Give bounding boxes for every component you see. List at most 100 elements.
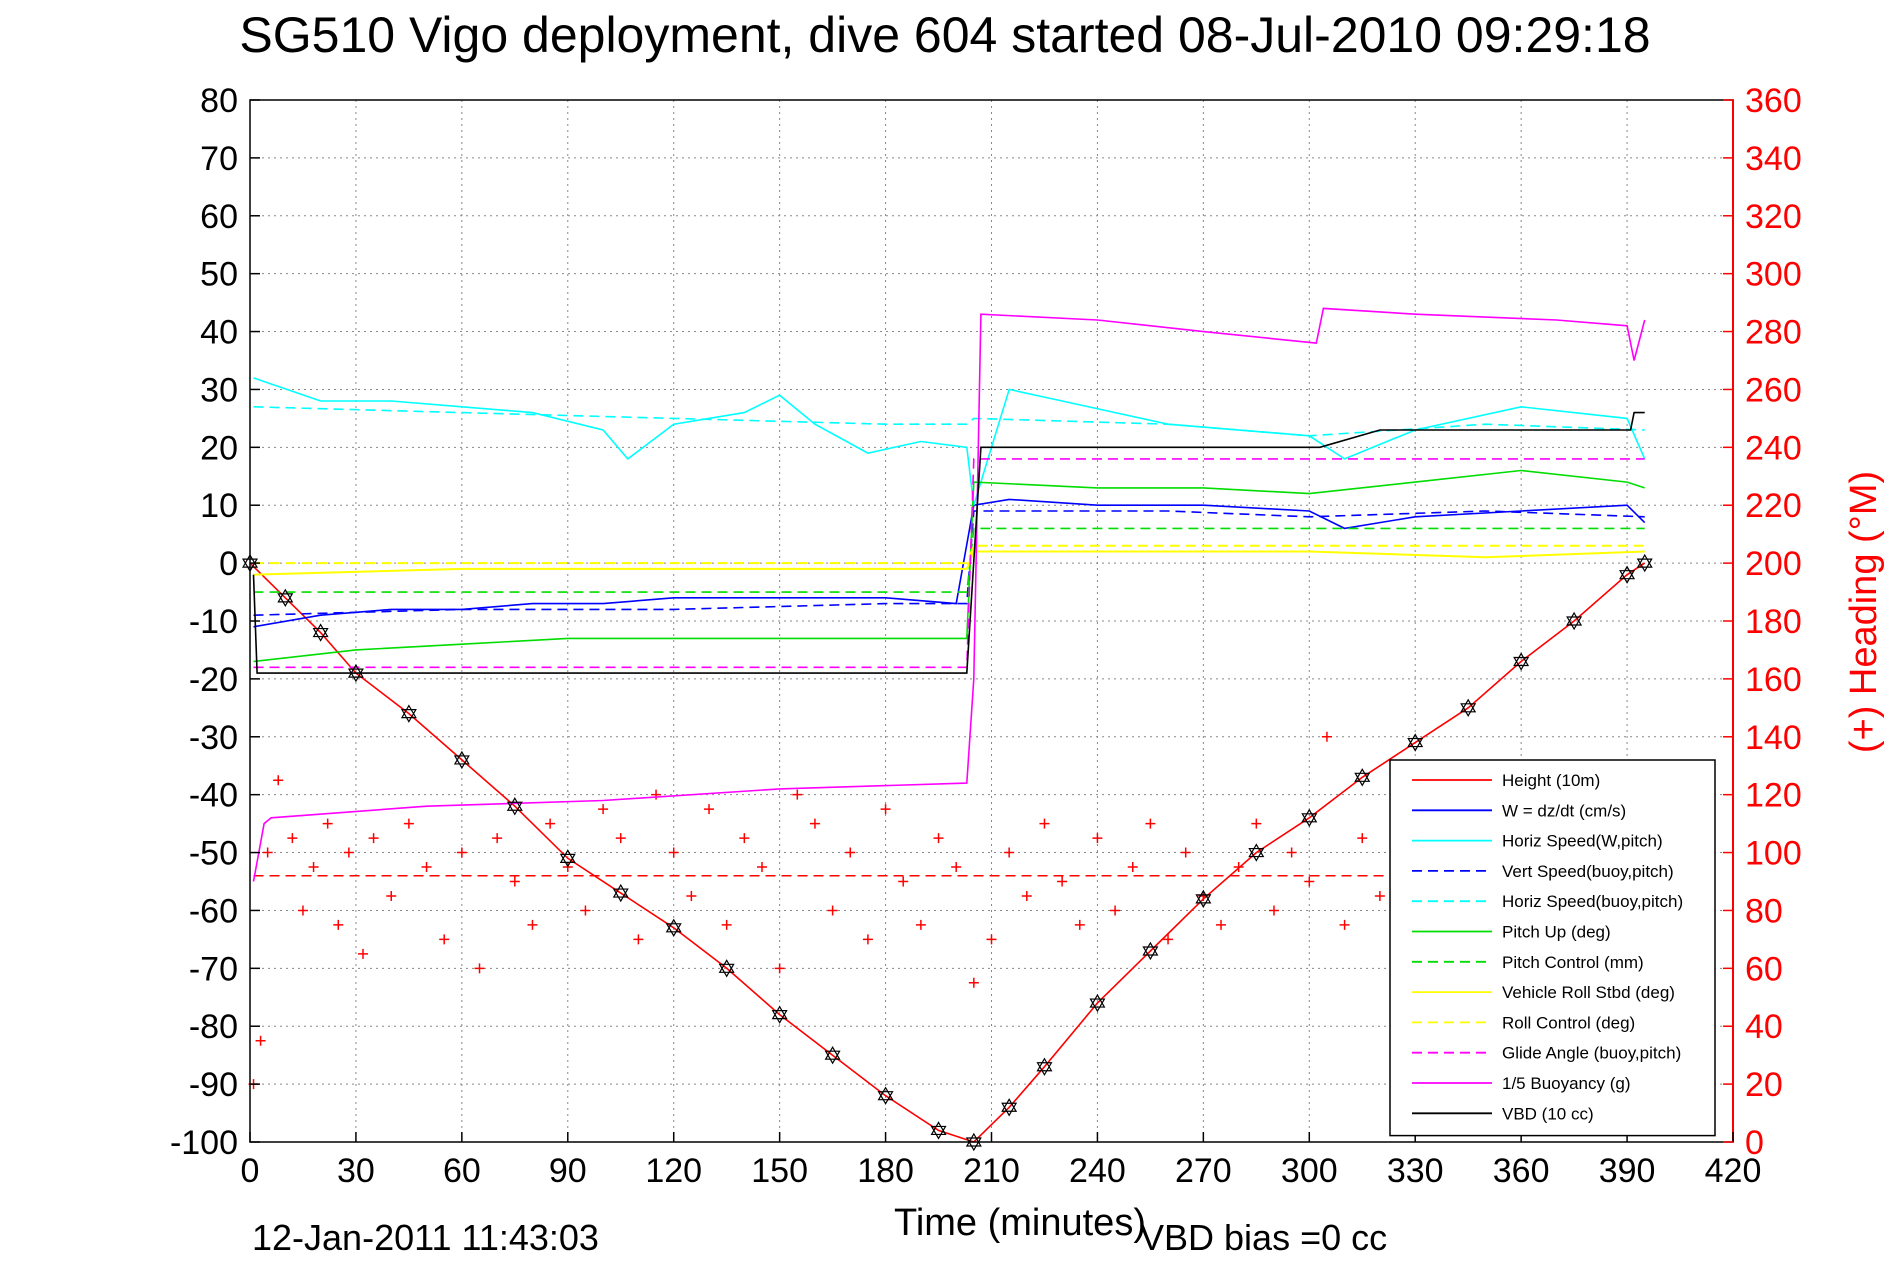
heading-point — [1145, 818, 1156, 829]
y-right-tick-label: 300 — [1745, 256, 1802, 294]
heading-point — [792, 789, 803, 800]
legend-item-label: Glide Angle (buoy,pitch) — [1502, 1044, 1681, 1063]
legend-item-label: Height (10m) — [1502, 771, 1600, 790]
height-marker — [1407, 733, 1424, 752]
x-tick-label: 210 — [963, 1152, 1020, 1190]
heading-point — [898, 876, 909, 887]
heading-point — [333, 919, 344, 930]
height-marker — [1036, 1057, 1053, 1076]
heading-point — [1374, 890, 1385, 901]
heading-point — [1057, 876, 1068, 887]
height-marker — [1195, 889, 1212, 909]
y-tick-label: -80 — [189, 1008, 238, 1046]
height-marker — [1354, 768, 1371, 787]
heading-point — [456, 847, 467, 858]
height-marker — [930, 1121, 947, 1140]
y-tick-label: 50 — [200, 256, 238, 294]
heading-point — [968, 977, 979, 988]
vbd-bias-text: VBD bias =0 cc — [1140, 1217, 1387, 1258]
y-tick-label: 20 — [200, 429, 238, 467]
heading-point — [403, 818, 414, 829]
y-right-tick-label: 280 — [1745, 314, 1802, 352]
legend-item-label: Vehicle Roll Stbd (deg) — [1502, 983, 1675, 1002]
heading-point — [668, 847, 679, 858]
height-marker — [965, 1132, 982, 1152]
series-line — [253, 377, 1646, 506]
heading-point — [1127, 862, 1138, 873]
x-tick-label: 390 — [1599, 1152, 1656, 1190]
height-marker — [877, 1086, 894, 1105]
height-marker — [453, 750, 470, 770]
y-tick-label: -10 — [189, 603, 238, 641]
legend-item-label: Pitch Control (mm) — [1502, 953, 1644, 972]
heading-point — [421, 862, 432, 873]
x-tick-label: 120 — [645, 1152, 702, 1190]
heading-point — [651, 789, 662, 800]
heading-point — [1092, 833, 1103, 844]
heading-point — [1339, 919, 1350, 930]
height-marker — [1619, 565, 1636, 584]
heading-point — [1163, 934, 1174, 945]
height-marker — [506, 797, 523, 816]
heading-point — [721, 919, 732, 930]
y-right-tick-label: 100 — [1745, 835, 1802, 873]
height-marker — [1001, 1098, 1018, 1117]
y-right-tick-label: 120 — [1745, 777, 1802, 815]
heading-point — [704, 804, 715, 815]
series-line — [253, 544, 1645, 565]
height-marker — [1513, 652, 1530, 671]
x-tick-label: 420 — [1705, 1152, 1762, 1190]
heading-point — [343, 847, 354, 858]
y-tick-label: 0 — [219, 545, 238, 583]
height-marker — [824, 1045, 841, 1065]
heading-point — [474, 963, 485, 974]
heading-point — [1357, 833, 1368, 844]
height-marker — [1301, 808, 1318, 828]
heading-point — [774, 963, 785, 974]
y-tick-label: 60 — [200, 198, 238, 236]
series-line — [252, 307, 1646, 882]
x-tick-label: 270 — [1175, 1152, 1232, 1190]
legend-item-label: Horiz Speed(buoy,pitch) — [1502, 892, 1683, 911]
heading-point — [1004, 847, 1015, 858]
heading-point — [580, 905, 591, 916]
x-tick-label: 60 — [443, 1152, 481, 1190]
y-right-tick-label: 80 — [1745, 892, 1783, 930]
heading-point — [1304, 876, 1315, 887]
y-right-tick-label: 160 — [1745, 661, 1802, 699]
x-tick-label: 360 — [1493, 1152, 1550, 1190]
y-tick-label: -100 — [170, 1124, 238, 1162]
right-axis-label: (+) Heading (°M) — [1843, 471, 1885, 753]
x-tick-label: 150 — [751, 1152, 808, 1190]
legend-box — [1389, 759, 1716, 1137]
y-tick-label: 30 — [200, 371, 238, 409]
height-marker — [612, 883, 629, 903]
legend-item-label: Horiz Speed(W,pitch) — [1502, 832, 1663, 851]
heading-point — [527, 919, 538, 930]
x-tick-label: 180 — [857, 1152, 914, 1190]
legend-item-label: VBD (10 cc) — [1502, 1104, 1594, 1123]
heading-point — [545, 818, 556, 829]
y-right-tick-label: 60 — [1745, 950, 1783, 988]
heading-point — [915, 919, 926, 930]
heading-point — [439, 934, 450, 945]
height-marker — [277, 588, 294, 608]
y-right-tick-label: 220 — [1745, 487, 1802, 525]
height-marker — [1566, 611, 1583, 631]
heading-point — [322, 818, 333, 829]
y-tick-label: -30 — [189, 719, 238, 757]
heading-point — [809, 818, 820, 829]
legend-item-label: W = dz/dt (cm/s) — [1502, 801, 1626, 820]
y-right-tick-label: 340 — [1745, 140, 1802, 178]
heading-point — [986, 934, 997, 945]
heading-point — [1216, 919, 1227, 930]
y-right-tick-label: 140 — [1745, 719, 1802, 757]
heading-point — [273, 775, 284, 786]
x-tick-label: 240 — [1069, 1152, 1126, 1190]
x-tick-label: 0 — [241, 1152, 260, 1190]
series-line — [252, 411, 1645, 674]
timestamp-text: 12-Jan-2011 11:43:03 — [252, 1217, 599, 1258]
height-marker — [771, 1005, 788, 1024]
y-tick-label: 40 — [200, 314, 238, 352]
y-right-tick-label: 20 — [1745, 1066, 1783, 1104]
